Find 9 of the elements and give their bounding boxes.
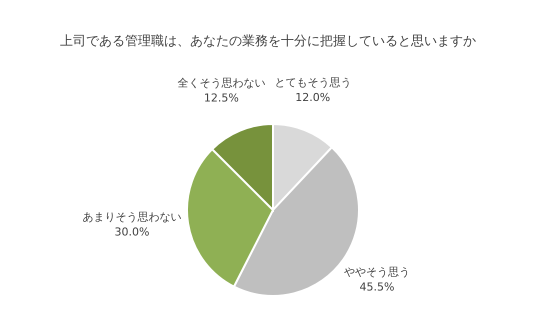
data-label: 12.5%	[204, 91, 239, 104]
slice-label: あまりそう思わない	[82, 210, 182, 224]
slice-label: ややそう思う	[344, 266, 410, 279]
data-label: 12.0%	[295, 90, 330, 104]
slice-label: 全くそう思わない	[177, 76, 266, 90]
data-label: 45.5%	[360, 280, 395, 294]
chart-title: 上司である管理職は、あなたの業務を十分に把握していると思いますか	[59, 33, 477, 50]
slice-label: とてもそう思う	[274, 76, 352, 89]
data-label: 30.0%	[114, 226, 150, 239]
